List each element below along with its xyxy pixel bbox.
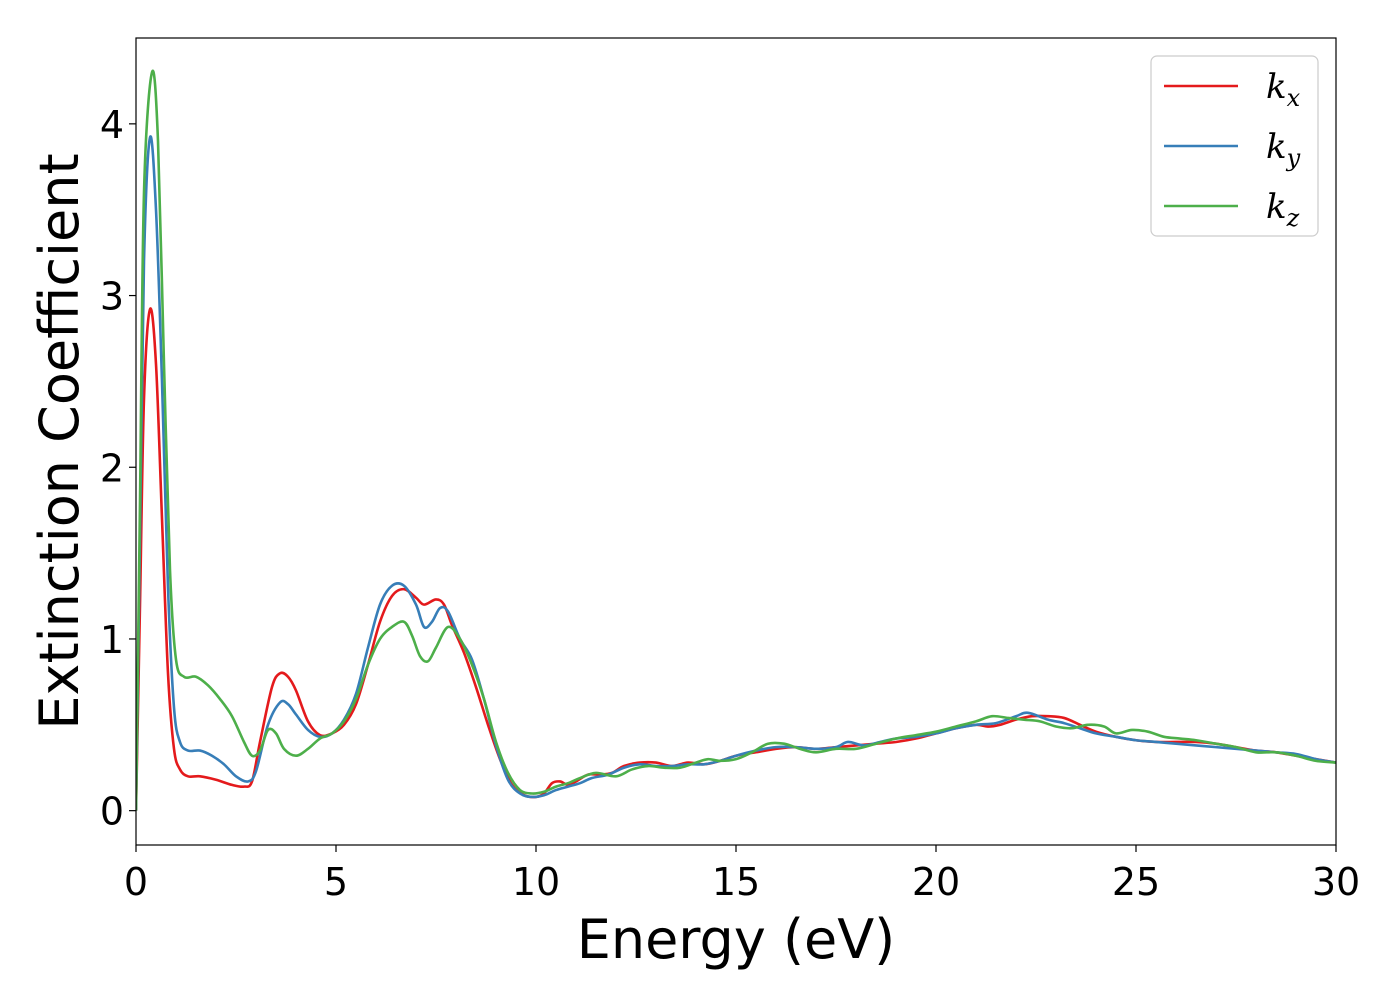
x-tick-label: 10 — [512, 860, 560, 904]
series-line-kz — [136, 69, 1336, 811]
x-tick-label: 25 — [1112, 860, 1160, 904]
series-layer — [136, 69, 1336, 811]
series-line-kx — [136, 307, 1336, 811]
x-axis-ticks: 0 5 10 15 20 25 30 — [124, 845, 1360, 904]
x-tick-label: 15 — [712, 860, 760, 904]
x-axis-label: Energy (eV) — [577, 908, 896, 971]
legend-label-ky: ky — [1266, 127, 1301, 172]
y-tick-label: 3 — [100, 275, 124, 319]
x-tick-label: 20 — [912, 860, 960, 904]
x-tick-label: 30 — [1312, 860, 1360, 904]
legend-label-kx: kx — [1266, 67, 1301, 112]
y-axis-label: Extinction Coefficient — [28, 153, 91, 729]
y-tick-label: 1 — [100, 618, 124, 662]
series-line-ky — [136, 135, 1336, 811]
y-tick-label: 2 — [100, 446, 124, 490]
x-tick-label: 5 — [324, 860, 348, 904]
y-tick-label: 4 — [100, 103, 124, 147]
y-tick-label: 0 — [100, 790, 124, 834]
y-axis-ticks: 0 1 2 3 4 — [100, 103, 136, 834]
x-tick-label: 0 — [124, 860, 148, 904]
